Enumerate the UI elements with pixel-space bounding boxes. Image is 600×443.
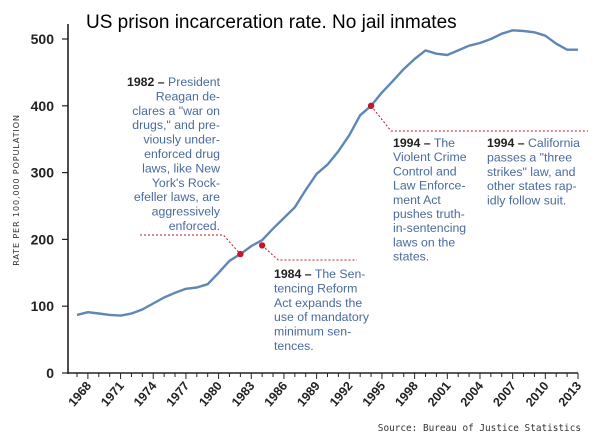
series-line <box>76 29 578 317</box>
data-point-marker <box>367 102 375 110</box>
y-tick-label: 400 <box>31 98 55 114</box>
x-tick-label: 2007 <box>490 379 519 409</box>
tick-labels: 0 100 200 300 400 500 1968 1971 1974 1977 1980 1983… <box>31 31 585 409</box>
series-group <box>76 29 578 317</box>
leader-line-1994 <box>370 105 588 132</box>
data-point-marker <box>258 242 266 249</box>
annotation-line: states. <box>393 250 429 264</box>
annotations: 1982 – President Reagan de-clares a "war … <box>127 75 580 353</box>
annotation-line: aggressively <box>152 205 221 219</box>
annotation-line: strikes" law, and <box>487 165 576 179</box>
annotation-line: Violent Crime <box>393 150 467 164</box>
chart-title: US prison incarceration rate. No jail in… <box>86 12 457 33</box>
annotation-line: 1994 – California <box>487 136 580 150</box>
annotation-year: 1982 – <box>127 75 165 89</box>
annotation-line: clares a "war on <box>132 104 220 118</box>
annotation-line: passes a "three <box>487 150 572 164</box>
leader-line-1982 <box>140 234 241 255</box>
source-note: Source: Bureau of Justice Statistics <box>378 423 581 434</box>
y-tick-label: 0 <box>46 365 54 381</box>
annotation-line: efeller laws, are <box>134 190 220 204</box>
annotation-line: 1984 – The Sen- <box>274 267 365 281</box>
leader-line-1984 <box>261 245 357 261</box>
annotation-line: laws on the <box>393 235 455 249</box>
annotation-text: 1994 – The Violent Crime Control and Law En… <box>393 136 467 264</box>
x-tick-label: 1971 <box>98 379 127 409</box>
annotation-line: 1982 – President <box>127 75 221 89</box>
annotation-line: Reagan de- <box>156 89 220 103</box>
x-tick-label: 1995 <box>360 379 389 409</box>
annotation-line: Law Enforce- <box>393 179 465 193</box>
x-tick-label: 2001 <box>425 379 454 409</box>
annotation-year: 1994 – <box>393 136 431 150</box>
y-tick-label: 500 <box>31 31 55 47</box>
annotation-line: use of mandatory <box>274 310 370 324</box>
annotation-line: minimum sen- <box>274 325 351 339</box>
annotation-line: in-sentencing <box>393 221 466 235</box>
y-tick-label: 300 <box>31 165 55 181</box>
x-tick-label: 1983 <box>229 379 258 409</box>
annotation-line: tencing Reform <box>274 281 357 295</box>
x-tick-label: 2010 <box>523 379 552 409</box>
annotation-line: Control and <box>393 164 457 178</box>
y-tick-label: 200 <box>31 231 55 247</box>
annotation-line: tences. <box>274 339 314 353</box>
annotation-text: 1982 – President Reagan de-clares a "war … <box>127 75 221 233</box>
x-tick-label: 1977 <box>164 379 193 409</box>
x-tick-label: 1992 <box>327 379 356 409</box>
annotation-line: idly follow suit. <box>487 194 566 208</box>
annotation-line: enforced. <box>169 219 220 233</box>
annotation-line: York's Rock- <box>152 176 220 190</box>
x-tick-label: 1989 <box>294 379 323 409</box>
x-tick-label: 1998 <box>392 379 421 409</box>
annotation-line: other states rap- <box>487 179 577 193</box>
x-tick-label: 2004 <box>458 379 487 409</box>
x-tick-label: 1974 <box>131 379 160 409</box>
marker-group <box>237 102 375 258</box>
y-tick-label: 100 <box>31 298 55 314</box>
x-tick-label: 2013 <box>556 379 585 409</box>
annotation-line: ment Act <box>393 193 441 207</box>
annotation-line: viously under- <box>143 133 220 147</box>
x-tick-label: 1968 <box>66 379 95 409</box>
annotation-line: enforced drug <box>144 147 220 161</box>
annotation-line: 1994 – The <box>393 136 455 150</box>
annotation-line: pushes truth- <box>393 207 465 221</box>
annotation-line: drugs," and pre- <box>132 118 220 132</box>
annotation-line: laws, like New <box>142 161 220 175</box>
annotation-year: 1994 – <box>487 136 525 150</box>
x-tick-label: 1986 <box>262 379 291 409</box>
annotation-year: 1984 – <box>274 267 312 281</box>
y-axis-label: RATE PER 100,000 POPULATION <box>11 114 21 266</box>
annotation-leader-lines <box>140 105 588 261</box>
x-tick-label: 1980 <box>196 379 225 409</box>
annotation-text: 1994 – California passes a "three strikes"… <box>487 136 580 208</box>
annotation-line: Act expands the <box>274 296 362 310</box>
data-point-marker <box>237 250 244 258</box>
annotation-text: 1984 – The Sen-tencing Reform Act expands… <box>274 267 370 353</box>
